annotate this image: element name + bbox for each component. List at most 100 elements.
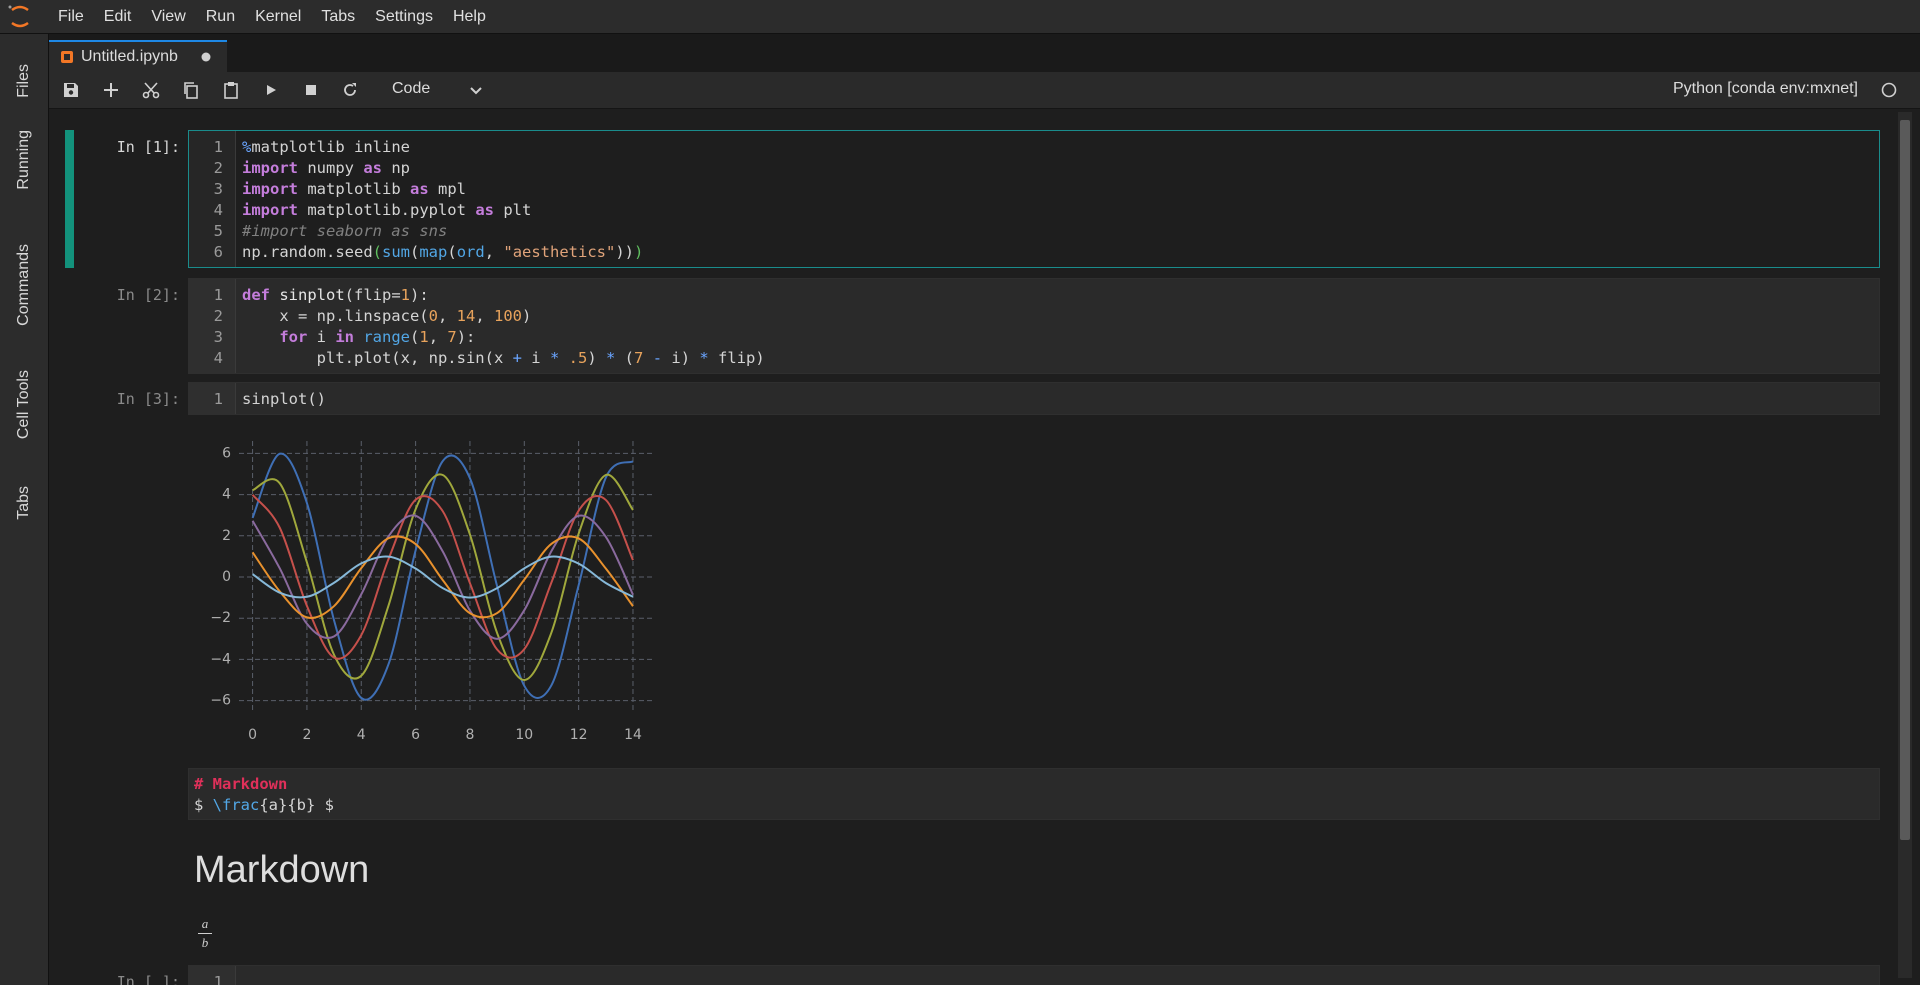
dropdown-chevron[interactable]	[469, 83, 483, 97]
x-tick-label: 6	[411, 727, 420, 743]
code-token: ):	[456, 328, 476, 346]
code-token	[242, 328, 279, 346]
save-button[interactable]	[61, 80, 81, 100]
code-line: def sinplot(flip=1):	[242, 285, 429, 306]
sidebar-tab[interactable]: Tabs	[0, 486, 48, 520]
cell-prompt: In [3]:	[116, 390, 180, 408]
insert-cell-button[interactable]	[101, 80, 121, 100]
code-token: {a}{b} $	[259, 796, 334, 814]
menu-item[interactable]: Kernel	[255, 8, 302, 25]
line-gutter	[189, 279, 236, 373]
line-series	[251, 452, 634, 701]
code-token: matplotlib inline	[251, 138, 410, 156]
code-token: matplotlib	[298, 180, 410, 198]
sidebar-tab[interactable]: Cell Tools	[0, 370, 48, 439]
plot-output: −6 −4 −2 0 2 4 6 0 2 4 6 8 10 12 14	[210, 441, 652, 743]
menu-item[interactable]: Help	[452, 8, 486, 25]
run-button[interactable]	[261, 80, 281, 100]
menu-item[interactable]: Tabs	[321, 8, 356, 25]
scrollbar[interactable]	[1898, 112, 1912, 978]
kernel-status	[1881, 82, 1897, 98]
line-number: 6	[213, 243, 223, 261]
sidebar-tab-label: Commands	[15, 244, 32, 326]
cell-prompt: In [2]:	[116, 286, 180, 304]
sidebar-tab-label: Running	[15, 130, 32, 190]
sidebar-tab[interactable]: Commands	[0, 244, 48, 326]
tab-bar: Untitled.ipynb	[49, 34, 1920, 72]
code-token: )	[522, 307, 532, 325]
markdown-editor[interactable]: # Markdown $ \frac{a}{b} $	[188, 768, 1880, 820]
code-line: sinplot()	[242, 389, 326, 410]
code-token: np.random.seed	[242, 243, 373, 261]
notebook-tab[interactable]: Untitled.ipynb	[49, 40, 227, 72]
code-token: (	[372, 243, 382, 261]
menu-bar: File Edit View Run Kernel Tabs Settings Help	[0, 0, 1920, 34]
line-series	[251, 514, 634, 640]
kernel-name[interactable]: Python [conda env:mxnet]	[1673, 80, 1858, 97]
x-tick-label: 8	[465, 727, 474, 743]
paste-button[interactable]	[221, 80, 241, 100]
code-token: plt	[493, 201, 532, 219]
sidebar-tab[interactable]: Files	[0, 64, 48, 98]
menu-item[interactable]: Edit	[103, 8, 132, 25]
y-tick-label: −4	[210, 651, 231, 667]
line-series	[251, 494, 634, 660]
unsaved-dot[interactable]	[200, 51, 212, 63]
cut-button[interactable]	[141, 80, 161, 100]
x-tick-label: 2	[302, 727, 311, 743]
code-editor[interactable]: 1 sinplot()	[188, 382, 1880, 415]
code-token	[354, 328, 363, 346]
code-token: (	[410, 243, 420, 261]
jupyter-logo[interactable]	[0, 0, 48, 33]
code-token: ,	[428, 328, 448, 346]
line-number: 1	[213, 138, 223, 156]
code-token: ord	[456, 243, 485, 261]
line-series	[252, 473, 634, 682]
notebook-toolbar: Code Python [conda env:mxnet]	[49, 72, 1920, 109]
code-editor[interactable]: 1 def sinplot(flip=1): 2 x = np.linspace(0…	[188, 278, 1880, 374]
code-token: "aesthetics"	[503, 243, 616, 261]
code-token: import	[242, 159, 298, 177]
menu-item[interactable]: View	[151, 8, 186, 25]
code-token: mpl	[428, 180, 466, 198]
cell-type-dropdown[interactable]: Code	[392, 80, 431, 97]
menu-item[interactable]: Run	[205, 8, 236, 25]
code-token: def	[242, 286, 270, 304]
code-token: 14	[456, 307, 476, 325]
code-token: in	[335, 328, 354, 346]
menu-item[interactable]: Settings	[375, 8, 433, 25]
x-tick-label: 14	[624, 727, 642, 743]
interrupt-button[interactable]	[301, 80, 321, 100]
code-token: .5	[568, 349, 588, 367]
code-token: as	[363, 159, 382, 177]
line-number: 5	[213, 222, 223, 240]
code-token: 7	[634, 349, 644, 367]
code-token: )	[587, 349, 606, 367]
restart-button[interactable]	[340, 80, 360, 100]
y-tick-label: −6	[210, 693, 231, 709]
code-token: for	[279, 328, 308, 346]
code-editor[interactable]: 1 %matplotlib inline 2 import numpy as np 3 i…	[188, 130, 1880, 268]
code-token: 7	[447, 328, 457, 346]
menu-item[interactable]: File	[58, 8, 84, 25]
y-tick-label: 0	[222, 569, 231, 585]
active-cell-marker	[65, 130, 74, 268]
code-token: *	[549, 349, 560, 367]
code-line: for i in range(1, 7):	[242, 327, 475, 348]
code-token: i	[307, 328, 336, 346]
copy-button[interactable]	[181, 80, 201, 100]
code-token: sinplot	[279, 286, 345, 304]
code-token: 1	[419, 328, 429, 346]
code-token	[270, 286, 279, 304]
scrollbar-thumb[interactable]	[1900, 120, 1910, 840]
code-line: x = np.linspace(0, 14, 100)	[242, 306, 531, 327]
sidebar-tab[interactable]: Running	[0, 130, 48, 190]
code-token: ,	[484, 243, 504, 261]
line-number: 4	[213, 201, 223, 219]
code-token	[559, 349, 568, 367]
code-editor[interactable]: 1	[188, 965, 1880, 985]
code-token: plt.plot(x, np.sin(x	[242, 349, 513, 367]
code-token: numpy	[298, 159, 364, 177]
